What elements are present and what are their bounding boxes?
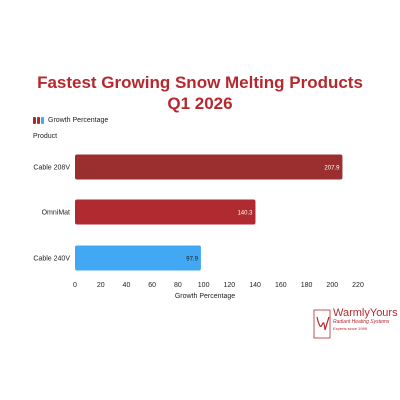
x-tick-label: 80 [174,282,182,289]
category-label: Cable 208V [33,165,70,172]
legend-swatch-3 [41,117,44,124]
legend-swatch-1 [33,117,36,124]
logo-tagline: Radiant Heating Systems [333,319,390,325]
bar-cable-208v [75,154,343,180]
x-tick-label: 160 [275,282,287,289]
x-tick-label: 60 [148,282,156,289]
logo-frame-icon [313,309,331,339]
bar-omnimat [75,199,256,225]
x-axis-title: Growth Percentage [175,293,235,300]
legend-label: Growth Percentage [48,117,109,124]
bar-cable-240v [75,245,201,271]
x-tick-label: 0 [73,282,77,289]
chart-title: Fastest Growing Snow Melting Products Q1… [0,72,400,114]
x-tick-label: 180 [301,282,313,289]
logo-since: Experts since 1999 [333,326,368,331]
logo-brand: WarmlyYours [333,307,398,319]
x-tick-label: 200 [326,282,338,289]
warmlyyours-logo [313,309,331,339]
x-tick-label: 220 [352,282,364,289]
legend-swatch-2 [37,117,40,124]
legend-swatch [33,117,45,124]
data-label: 140.3 [237,211,253,217]
logo-w-mark-icon [316,316,330,331]
x-tick-label: 100 [198,282,210,289]
x-tick-label: 140 [249,282,261,289]
chart-title-line-2: Q1 2026 [167,94,233,113]
x-tick-label: 40 [123,282,131,289]
data-label: 97.9 [186,257,198,263]
category-label: OmniMat [42,210,70,217]
chart-title-line-1: Fastest Growing Snow Melting Products [37,73,363,92]
category-label: Cable 240V [33,256,70,263]
y-axis-title: Product [33,133,58,140]
x-tick-label: 20 [97,282,105,289]
legend: Growth Percentage [33,117,108,124]
x-tick-label: 120 [224,282,236,289]
logo-text: WarmlyYours Radiant Heating Systems Expe… [333,307,398,332]
data-label: 207.9 [324,166,340,172]
